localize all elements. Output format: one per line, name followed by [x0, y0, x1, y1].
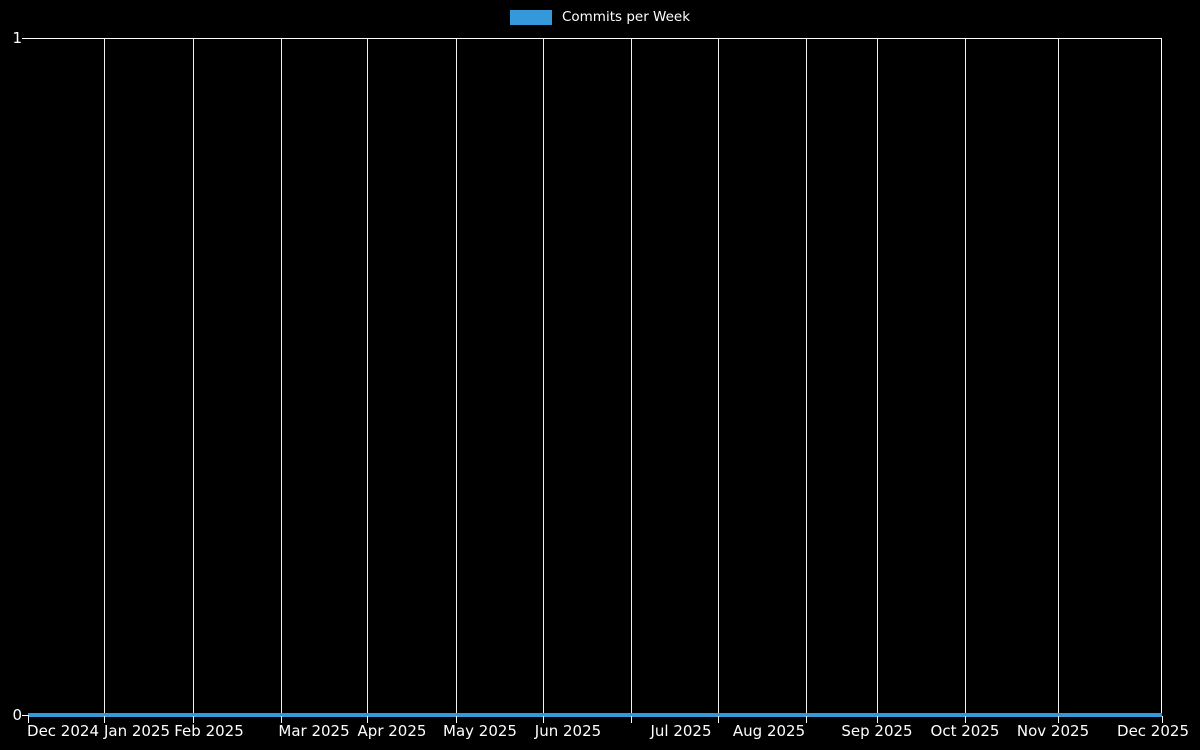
x-tick-mark — [193, 716, 194, 723]
line-series-commits-per-week — [28, 713, 1162, 717]
x-tick-label-jan-2025: Jan 2025 — [103, 722, 171, 740]
gridline-vertical — [456, 39, 457, 716]
x-tick-mark — [877, 716, 878, 723]
x-tick-label-dec-2024: Dec 2024 — [27, 722, 99, 740]
gridline-vertical — [806, 39, 807, 716]
x-tick-label-nov-2025: Nov 2025 — [1016, 722, 1090, 740]
gridline-vertical — [1058, 39, 1059, 716]
gridline-vertical — [193, 39, 194, 716]
x-tick-label-mar-2025: Mar 2025 — [278, 722, 350, 740]
gridline-vertical — [877, 39, 878, 716]
x-tick-label-sep-2025: Sep 2025 — [841, 722, 913, 740]
chart-legend: Commits per Week — [0, 4, 1200, 30]
x-tick-mark — [965, 716, 966, 723]
x-tick-mark — [281, 716, 282, 723]
y-tick-label-1: 1 — [12, 29, 22, 47]
x-tick-label-jun-2025: Jun 2025 — [534, 722, 602, 740]
x-tick-mark — [631, 716, 632, 723]
x-tick-label-jul-2025: Jul 2025 — [650, 722, 712, 740]
plot-area — [28, 38, 1162, 716]
y-tick-mark — [22, 715, 29, 716]
gridline-vertical — [718, 39, 719, 716]
x-tick-mark — [367, 716, 368, 723]
x-tick-mark — [1058, 716, 1059, 723]
x-tick-mark — [543, 716, 544, 723]
x-tick-label-may-2025: May 2025 — [443, 722, 517, 740]
x-tick-label-apr-2025: Apr 2025 — [357, 722, 427, 740]
x-tick-mark — [104, 716, 105, 723]
x-tick-label-dec-2025: Dec 2025 — [1117, 722, 1189, 740]
legend-label-commits-per-week: Commits per Week — [561, 8, 691, 25]
gridline-vertical — [104, 39, 105, 716]
x-tick-mark — [28, 716, 29, 723]
x-tick-mark — [1162, 716, 1163, 723]
gridline-vertical — [367, 39, 368, 716]
x-tick-mark — [718, 716, 719, 723]
gridline-vertical — [965, 39, 966, 716]
gridline-vertical — [631, 39, 632, 716]
gridline-vertical — [543, 39, 544, 716]
legend-swatch-commits-per-week — [509, 9, 552, 25]
y-tick-mark — [22, 38, 29, 39]
x-tick-mark — [456, 716, 457, 723]
x-tick-mark — [806, 716, 807, 723]
y-tick-label-0: 0 — [12, 706, 22, 724]
x-tick-label-oct-2025: Oct 2025 — [930, 722, 1000, 740]
x-tick-label-feb-2025: Feb 2025 — [174, 722, 244, 740]
gridline-vertical — [281, 39, 282, 716]
x-tick-label-aug-2025: Aug 2025 — [732, 722, 806, 740]
